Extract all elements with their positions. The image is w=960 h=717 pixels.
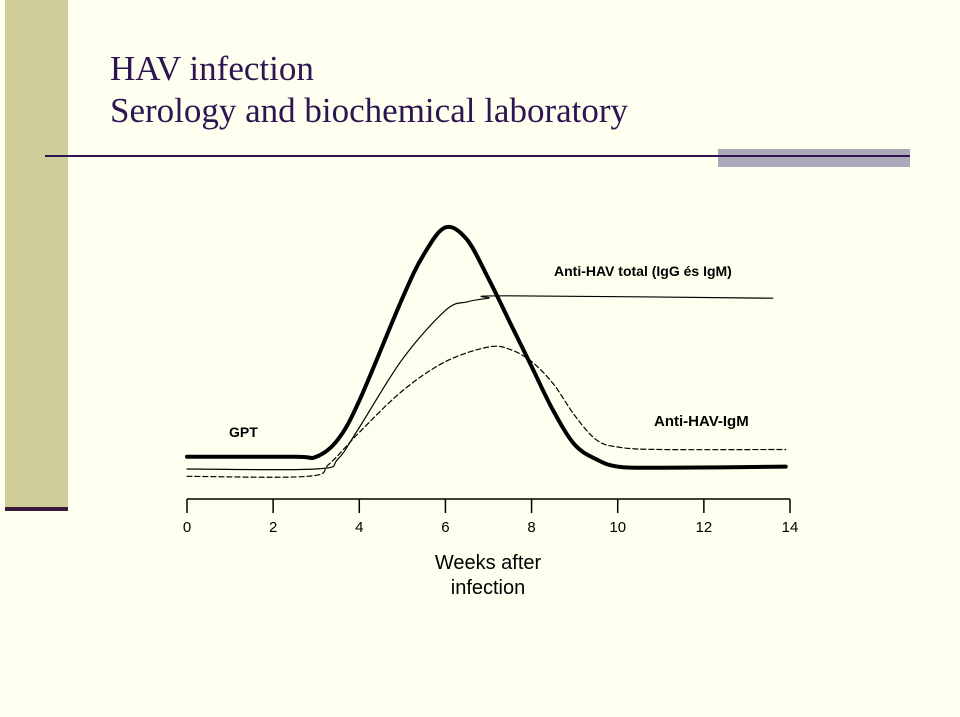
series-anti-hav-total-line: [186, 295, 774, 471]
x-tick-label: 6: [441, 519, 449, 536]
slide-title: HAV infection Serology and biochemical l…: [110, 48, 628, 132]
x-tick-label: 2: [269, 519, 277, 536]
title-line-2: Serology and biochemical laboratory: [110, 91, 629, 130]
annotation-anti-hav-total: Anti-HAV total (IgG és IgM): [554, 263, 732, 279]
series-gpt-line: [185, 224, 788, 470]
title-rule-accent-line: [718, 155, 910, 157]
x-tick-label: 4: [355, 519, 363, 536]
annotation-anti-hav-igm: Anti-HAV-IgM: [654, 413, 749, 430]
x-tick-label: 12: [696, 519, 713, 536]
x-axis-ticks: 0 2 4 6 8 10 12 14: [183, 499, 799, 536]
x-axis-label: Weeks after infection: [435, 552, 542, 599]
title-rule: [45, 155, 910, 157]
x-tick-label: 8: [527, 519, 535, 536]
annotation-gpt: GPT: [229, 424, 258, 440]
x-axis-label-line-2: infection: [451, 577, 526, 599]
x-tick-label: 14: [782, 519, 799, 536]
x-tick-label: 10: [609, 519, 626, 536]
series-annotations: Anti-HAV total (IgG és IgM) GPT Anti-HAV…: [229, 263, 749, 440]
title-rule-accent: [718, 149, 910, 167]
left-accent-band: [5, 0, 68, 509]
title-line-1: HAV infection: [110, 49, 314, 88]
x-tick-label: 0: [183, 519, 191, 536]
series-lines: [185, 224, 788, 478]
left-accent-band-foot: [5, 507, 68, 511]
series-anti-hav-igm-line: [186, 345, 787, 478]
x-axis-label-line-1: Weeks after: [435, 552, 542, 574]
